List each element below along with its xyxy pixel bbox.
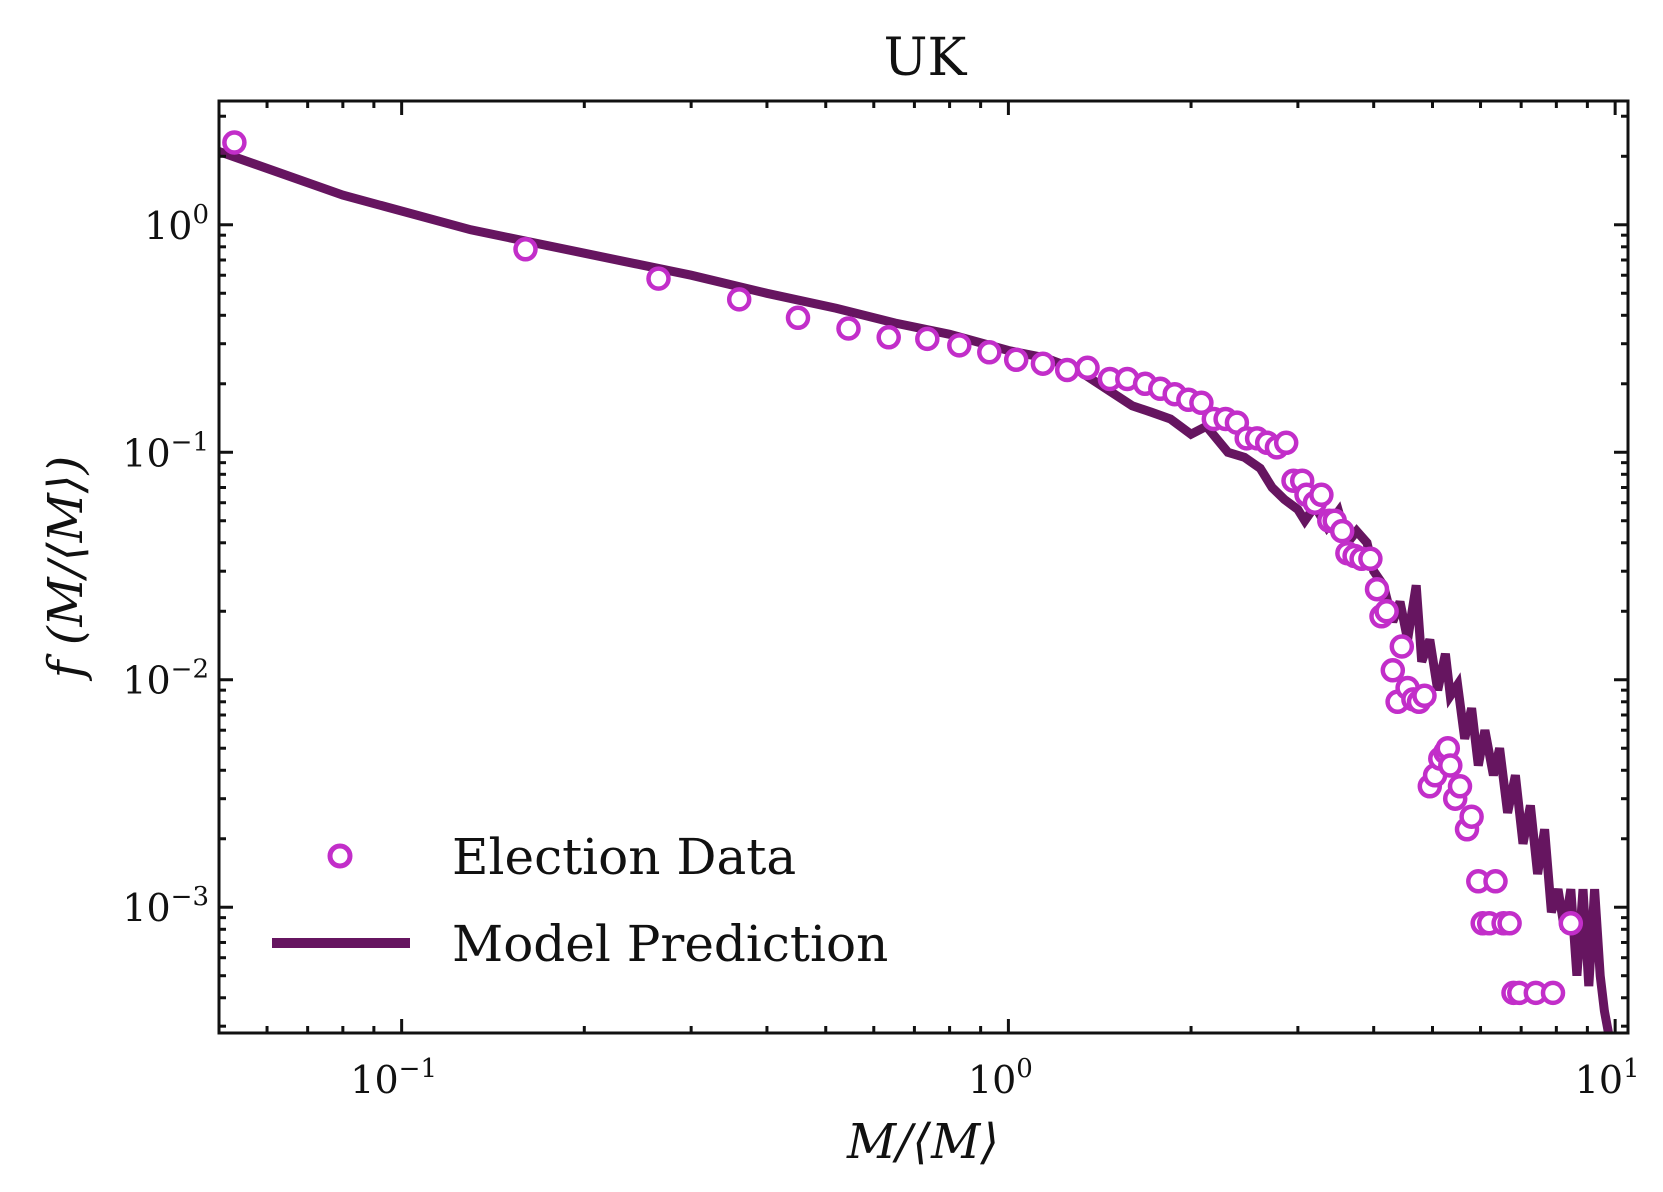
election-data-point-60 <box>1459 804 1484 829</box>
election-data-point-1 <box>513 237 538 262</box>
x-tick-label-2: 101 <box>1575 1054 1640 1102</box>
plot-area <box>219 130 1613 1033</box>
election-data-point-71 <box>1558 911 1584 936</box>
x-tick-label-0: 10−1 <box>350 1054 437 1102</box>
y-axis-ticks: 100 10−1 10−2 10−3 <box>122 114 1628 1028</box>
election-data-point-50 <box>1412 683 1437 709</box>
y-tick-label-2: 10−2 <box>122 655 209 703</box>
x-axis-ticks: 10−1 100 101 <box>217 101 1640 1102</box>
x-tick-label-1: 100 <box>968 1054 1033 1102</box>
election-data-point-43 <box>1374 599 1399 624</box>
election-data-point-2 <box>646 266 671 291</box>
election-data-point-12 <box>1054 357 1080 383</box>
y-tick-label-1: 10−1 <box>122 427 209 475</box>
election-data-point-58 <box>1447 774 1473 799</box>
election-data-point-40 <box>1358 546 1383 572</box>
y-axis-label: f (M/⟨M⟩) <box>38 456 94 681</box>
legend-election-data-label: Election Data <box>452 828 796 886</box>
legend: Election Data Model Prediction <box>272 828 888 973</box>
election-data-point-0 <box>222 130 247 155</box>
legend-model-prediction-label: Model Prediction <box>452 915 888 973</box>
y-tick-label-0: 100 <box>144 200 209 248</box>
election-data-point-33 <box>1309 482 1334 508</box>
election-data-point-13 <box>1075 355 1100 381</box>
election-data-point-20 <box>1189 390 1214 416</box>
election-data-point-10 <box>1003 347 1029 373</box>
election-data-point-8 <box>947 333 972 358</box>
plot-frame <box>217 99 1630 1035</box>
election-data-point-41 <box>1364 576 1390 602</box>
election-data-point-5 <box>836 316 861 341</box>
election-data-point-44 <box>1380 658 1406 683</box>
marker-layer <box>222 130 1584 1006</box>
election-data-point-36 <box>1329 518 1355 544</box>
election-data-point-9 <box>977 340 1002 365</box>
election-data-point-4 <box>785 305 811 331</box>
election-data-point-66 <box>1497 911 1522 936</box>
election-data-point-28 <box>1273 430 1299 456</box>
x-axis-label: M/⟨M⟩ <box>846 1114 999 1170</box>
election-data-point-64 <box>1483 869 1508 894</box>
election-data-point-3 <box>726 287 752 312</box>
election-data-point-70 <box>1540 980 1566 1006</box>
y-tick-label-3: 10−3 <box>122 882 209 930</box>
election-data-point-11 <box>1030 351 1056 376</box>
chart-title: UK <box>884 28 968 88</box>
election-data-point-56 <box>1438 753 1463 778</box>
election-data-point-7 <box>915 326 940 352</box>
legend-election-data-marker <box>327 843 353 869</box>
election-data-point-46 <box>1389 634 1415 659</box>
election-data-point-6 <box>876 325 901 350</box>
